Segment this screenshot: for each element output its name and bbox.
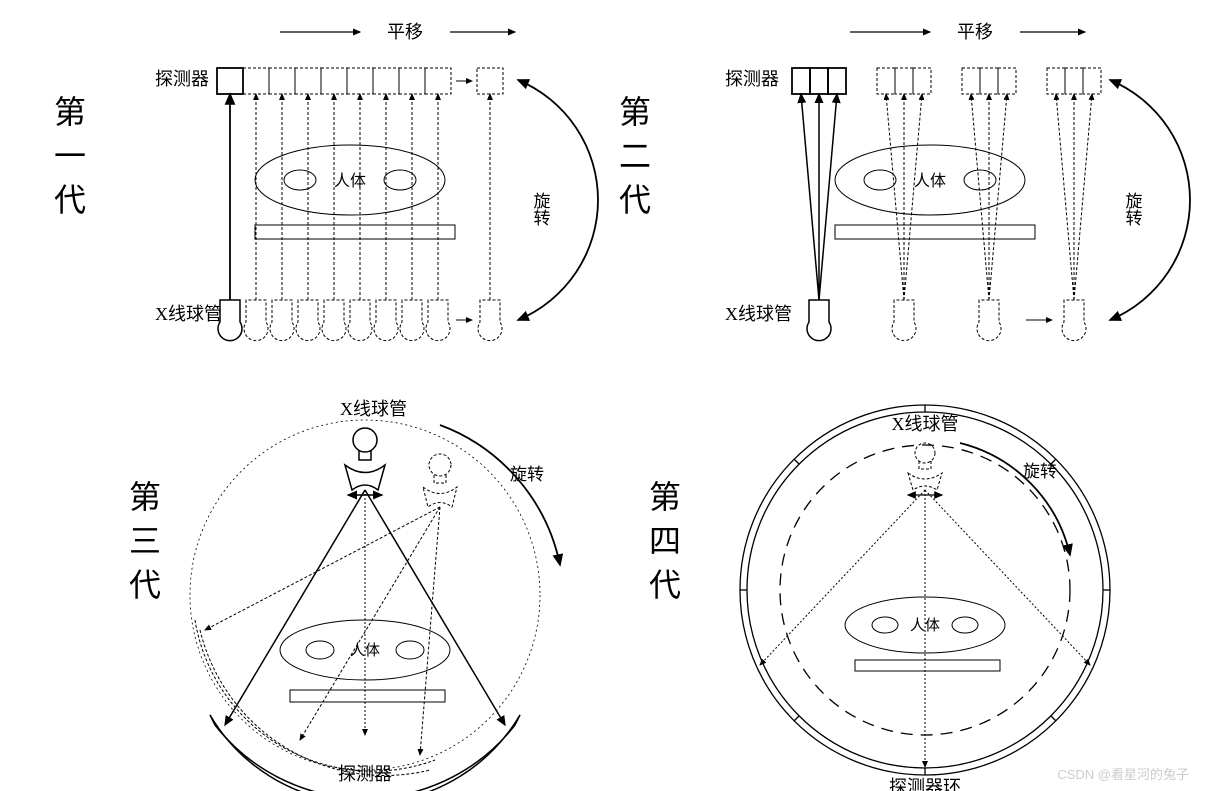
watermark: CSDN @看星河的兔子 — [1057, 764, 1189, 783]
gen3-diagram: X线球管 人体 探测器 旋转 — [190, 399, 560, 791]
svg-text:旋转: 旋转 — [1023, 462, 1057, 481]
gen2-diagram: 平移 探测器 人体 X线球管 旋转 — [725, 22, 1190, 341]
svg-text:探测器: 探测器 — [338, 764, 392, 784]
svg-text:平移: 平移 — [957, 22, 993, 42]
svg-text:旋转: 旋转 — [510, 465, 544, 484]
gen1-diagram: 平移 探测器 人体 X线球管 — [155, 22, 598, 341]
translate-label: 平移 — [387, 22, 423, 42]
svg-text:人体: 人体 — [914, 172, 946, 190]
detector-label: 探测器 — [155, 69, 209, 89]
body-label: 人体 — [334, 172, 366, 190]
rotate-label: 旋转 — [531, 192, 551, 226]
diagram-svg: 平移 探测器 人体 X线球管 — [0, 0, 1209, 791]
svg-text:X线球管: X线球管 — [340, 399, 407, 419]
xray-label: X线球管 — [155, 304, 222, 324]
svg-text:X线球管: X线球管 — [892, 414, 959, 434]
svg-text:探测器环: 探测器环 — [889, 777, 961, 791]
svg-text:人体: 人体 — [910, 617, 940, 634]
gen4-diagram: X线球管 人体 旋转 探测器环 — [740, 405, 1110, 791]
svg-text:旋转: 旋转 — [1123, 192, 1143, 226]
svg-text:人体: 人体 — [350, 642, 380, 659]
svg-text:X线球管: X线球管 — [725, 304, 792, 324]
svg-text:探测器: 探测器 — [725, 69, 779, 89]
